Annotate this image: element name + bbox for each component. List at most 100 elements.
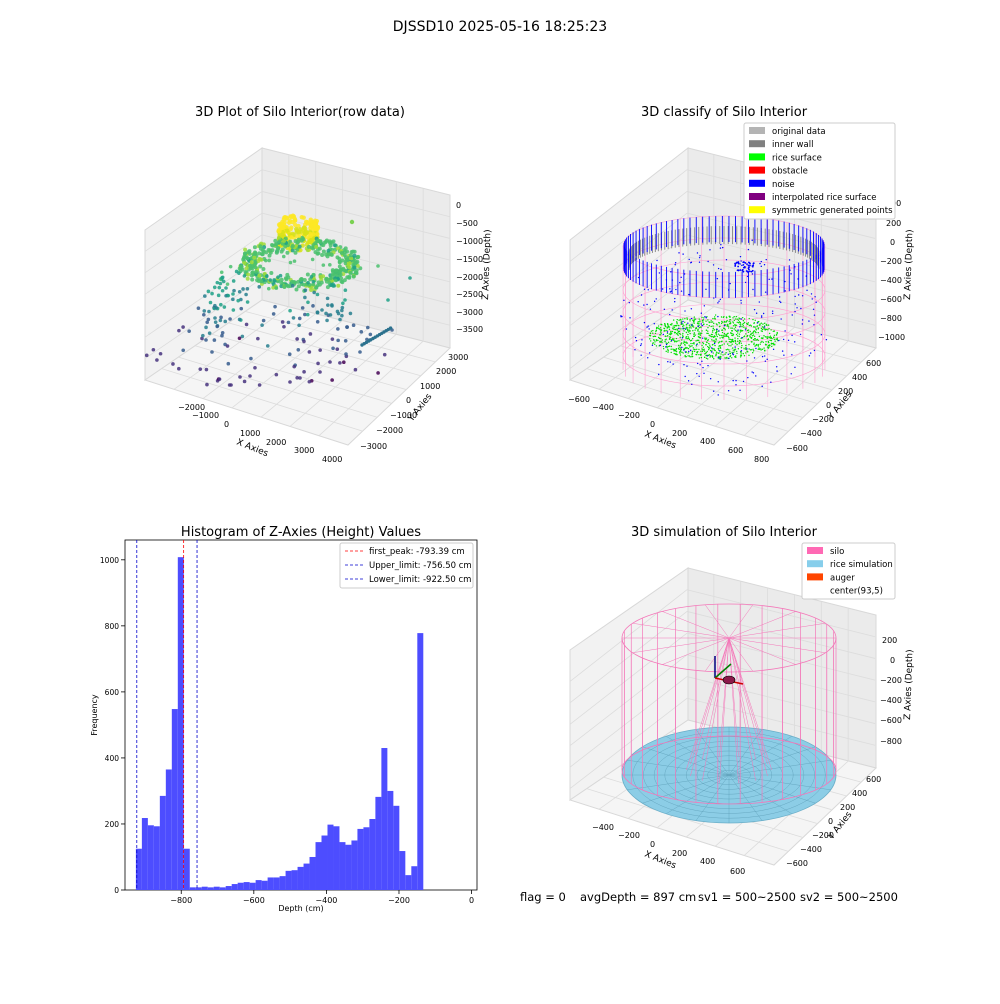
rice-surface-point bbox=[705, 329, 708, 331]
rice-surface-point bbox=[724, 329, 726, 331]
rice-surface-point bbox=[688, 337, 690, 339]
rice-surface-point bbox=[713, 322, 715, 325]
rice-mesh bbox=[728, 774, 792, 815]
data-point bbox=[343, 338, 348, 343]
silo-wireframe bbox=[662, 637, 730, 665]
silo-wireframe bbox=[728, 637, 754, 672]
rice-surface-point bbox=[711, 331, 714, 333]
rice-surface-point bbox=[753, 335, 756, 337]
grid-line bbox=[743, 340, 849, 437]
rice-surface-point bbox=[692, 347, 694, 349]
rice-mesh bbox=[642, 774, 730, 804]
rice-surface-point bbox=[667, 345, 670, 348]
data-point bbox=[295, 375, 299, 380]
rice-surface-point bbox=[703, 317, 705, 319]
rice-surface-point bbox=[771, 345, 773, 348]
rice-surface-point bbox=[730, 339, 733, 341]
noise-point bbox=[713, 342, 716, 345]
rice-surface-point bbox=[743, 326, 745, 328]
rice-surface-point bbox=[733, 319, 736, 322]
noise-point bbox=[700, 312, 703, 314]
rice-surface-point bbox=[689, 340, 692, 342]
rice-surface-point bbox=[751, 341, 753, 343]
noise-point bbox=[787, 339, 790, 342]
legend-swatch bbox=[749, 179, 765, 187]
rice-surface-point bbox=[699, 333, 701, 335]
noise-point bbox=[718, 330, 720, 332]
rice-surface-point bbox=[695, 327, 697, 330]
rice-surface-point bbox=[754, 337, 756, 340]
noise-point bbox=[682, 253, 684, 255]
noise-point bbox=[794, 341, 796, 343]
data-point bbox=[299, 238, 304, 243]
data-point bbox=[315, 292, 320, 297]
noise-point bbox=[674, 301, 676, 303]
data-point bbox=[319, 280, 324, 285]
rice-surface-point bbox=[755, 328, 757, 330]
grid-line bbox=[569, 697, 688, 789]
rice-surface-point bbox=[693, 332, 696, 334]
rice-surface-point bbox=[715, 323, 718, 325]
rice-surface-point bbox=[746, 334, 749, 337]
rice-surface-point bbox=[676, 321, 678, 323]
data-point bbox=[278, 273, 283, 278]
noise-point bbox=[651, 344, 654, 347]
rice-surface-point bbox=[761, 337, 763, 339]
rice-surface-point bbox=[709, 344, 711, 346]
rice-surface-point bbox=[726, 317, 728, 319]
data-point bbox=[331, 239, 336, 244]
grid-line bbox=[231, 320, 343, 409]
noise-point bbox=[752, 262, 755, 265]
rice-surface-point bbox=[730, 345, 732, 347]
noise-point bbox=[712, 264, 715, 266]
data-point bbox=[332, 284, 337, 288]
noise-point bbox=[717, 315, 719, 318]
rice-surface-point bbox=[768, 327, 770, 330]
rice-surface-point bbox=[698, 353, 700, 356]
noise-point bbox=[749, 264, 751, 267]
rice-surface-point bbox=[711, 344, 714, 346]
noise-point bbox=[764, 291, 767, 293]
data-point bbox=[292, 218, 298, 224]
rice-surface-point bbox=[685, 331, 688, 334]
data-point bbox=[276, 246, 281, 251]
rice-surface-point bbox=[693, 342, 695, 344]
noise-point bbox=[680, 276, 682, 279]
rice-surface-point bbox=[658, 337, 661, 340]
noise-point bbox=[698, 261, 701, 263]
noise-point bbox=[780, 318, 782, 320]
data-point bbox=[245, 256, 250, 261]
rice-surface-point bbox=[655, 340, 658, 342]
noise-point bbox=[734, 263, 737, 266]
noise-point bbox=[815, 301, 817, 303]
rice-surface-point bbox=[764, 344, 767, 346]
data-point bbox=[321, 263, 326, 267]
rice-mesh bbox=[728, 774, 763, 821]
data-point bbox=[346, 262, 351, 267]
noise-point bbox=[808, 320, 810, 322]
data-point bbox=[318, 239, 323, 244]
rice-surface-point bbox=[708, 334, 710, 337]
noise-point bbox=[669, 313, 671, 316]
noise-point bbox=[737, 269, 740, 272]
noise-point bbox=[763, 326, 766, 328]
svg-text:−600: −600 bbox=[786, 859, 808, 868]
noise-point bbox=[690, 261, 693, 264]
noise-point bbox=[661, 288, 664, 290]
rice-surface-point bbox=[727, 332, 729, 335]
rice-surface-point bbox=[712, 329, 714, 332]
data-point bbox=[268, 248, 273, 253]
data-point bbox=[252, 245, 257, 250]
rice-surface-point bbox=[682, 342, 685, 344]
noise-point bbox=[672, 363, 674, 365]
data-point bbox=[213, 316, 217, 320]
rice-surface-point bbox=[689, 326, 691, 328]
rice-surface-point bbox=[721, 329, 724, 331]
data-point bbox=[207, 309, 211, 314]
rice-surface-point bbox=[750, 333, 753, 335]
data-point bbox=[218, 281, 223, 286]
rice-surface-point bbox=[688, 327, 691, 329]
data-point bbox=[336, 311, 341, 316]
data-point bbox=[290, 213, 296, 218]
noise-point bbox=[751, 371, 753, 373]
